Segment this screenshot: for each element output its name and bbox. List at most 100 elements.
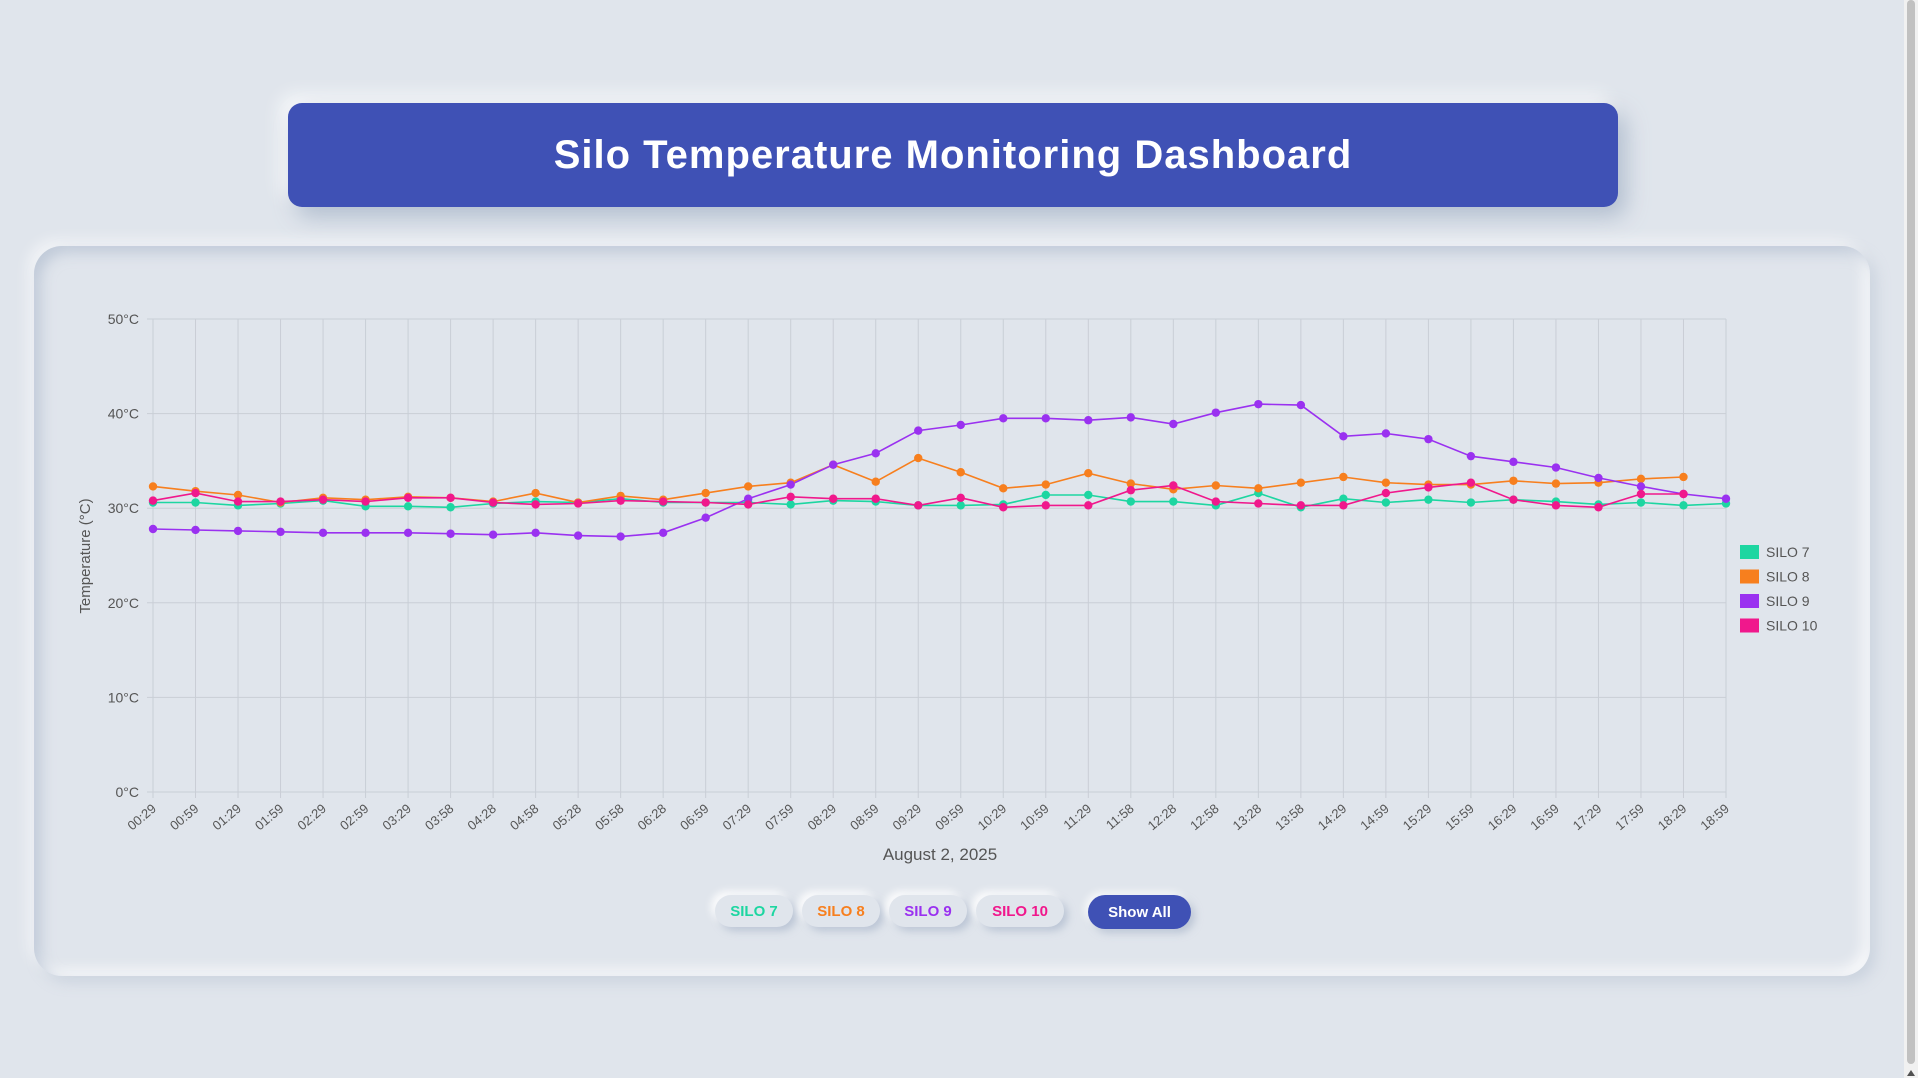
x-tick-label: 17:29 xyxy=(1570,801,1605,833)
x-tick-label: 05:28 xyxy=(549,801,584,833)
silo-8-point xyxy=(1254,484,1263,493)
silo-9-point xyxy=(999,414,1008,423)
silo-8-point xyxy=(1296,478,1306,487)
silo-10-point xyxy=(1381,488,1391,498)
silo-7-button[interactable]: SILO 7 xyxy=(715,895,793,927)
silo-8-point xyxy=(1126,479,1136,488)
legend-swatch xyxy=(1740,545,1759,559)
silo-7-point xyxy=(1339,494,1348,503)
dashboard-header: Silo Temperature Monitoring Dashboard xyxy=(288,103,1618,207)
silo-9-point xyxy=(871,449,880,458)
page-scrollbar[interactable] xyxy=(1904,0,1918,1078)
show-all-button[interactable]: Show All xyxy=(1088,895,1191,929)
silo-10-point xyxy=(1466,478,1476,487)
silo-8-point xyxy=(1551,479,1561,488)
silo-9-point xyxy=(1594,473,1603,483)
x-tick-label: 07:29 xyxy=(720,801,755,833)
x-tick-label: 02:59 xyxy=(337,801,372,833)
silo-9-point xyxy=(1296,400,1306,410)
x-tick-label: 09:29 xyxy=(890,801,925,833)
silo-10-point xyxy=(1679,489,1688,499)
x-tick-label: 01:29 xyxy=(209,801,244,833)
silo-10-point xyxy=(446,493,455,502)
silo-9-point xyxy=(573,531,583,540)
silo-9-point xyxy=(829,460,838,469)
silo-7-point xyxy=(1041,490,1050,500)
legend-swatch xyxy=(1740,594,1759,608)
silo-9-button[interactable]: SILO 9 xyxy=(889,895,967,927)
y-tick-label: 40°C xyxy=(108,406,139,422)
silo-9-point xyxy=(1339,432,1348,441)
x-tick-label: 03:58 xyxy=(422,801,457,833)
silo-10-point xyxy=(191,488,200,498)
silo-10-point xyxy=(658,497,668,506)
silo-10-point xyxy=(914,501,923,510)
silo-7-point xyxy=(1424,495,1433,504)
silo-10-point xyxy=(1254,499,1263,508)
silo-9-point xyxy=(914,426,923,435)
silo-8-button[interactable]: SILO 8 xyxy=(802,895,880,927)
silo-10-button[interactable]: SILO 10 xyxy=(976,895,1064,927)
silo-10-point xyxy=(1339,501,1348,510)
legend-label: SILO 10 xyxy=(1766,618,1818,634)
silo-7-point xyxy=(1169,497,1178,506)
x-tick-label: 12:28 xyxy=(1145,801,1180,833)
x-tick-label: 17:59 xyxy=(1612,801,1647,833)
silo-8-point xyxy=(531,488,540,498)
x-tick-label: 04:58 xyxy=(507,801,542,833)
silo-9-point xyxy=(1254,399,1263,409)
x-tick-label: 18:59 xyxy=(1697,801,1732,833)
silo-9-point xyxy=(1126,413,1136,422)
silo-10-point xyxy=(1551,501,1561,510)
y-tick-label: 20°C xyxy=(108,595,139,611)
series-lines xyxy=(152,403,1727,538)
silo-10-point xyxy=(956,493,965,502)
silo-8-point xyxy=(701,488,710,498)
page-title: Silo Temperature Monitoring Dashboard xyxy=(553,132,1353,177)
x-tick-label: 13:28 xyxy=(1230,801,1265,833)
silo-9-point xyxy=(956,420,965,430)
legend-label: SILO 9 xyxy=(1766,593,1810,609)
silo-10-point xyxy=(1169,481,1178,490)
silo-9-point xyxy=(276,527,285,537)
silo-9-point xyxy=(1466,451,1476,461)
silo-8-point xyxy=(1381,478,1391,487)
chart-legend: SILO 7 SILO 8 SILO 9 SILO 10 xyxy=(1740,544,1818,634)
x-tick-label: 18:29 xyxy=(1655,801,1690,833)
silo-8-point xyxy=(871,477,880,486)
silo-8-point xyxy=(999,484,1008,493)
x-tick-label: 01:59 xyxy=(252,801,287,833)
x-tick-label: 06:28 xyxy=(635,801,670,833)
silo-10-point xyxy=(1296,501,1306,510)
silo-9-point xyxy=(1381,429,1391,438)
silo-9-point xyxy=(1509,457,1518,467)
silo-8-point xyxy=(1509,476,1518,485)
x-tick-label: 08:29 xyxy=(805,801,840,833)
silo-9-point xyxy=(786,480,795,489)
silo-7-point xyxy=(956,501,965,510)
silo-7-point xyxy=(786,500,795,509)
silo-9-line xyxy=(152,403,1727,538)
silo-10-point xyxy=(871,494,880,503)
silo-9-point xyxy=(1424,434,1433,444)
silo-9-point xyxy=(1721,494,1731,503)
y-tick-label: 50°C xyxy=(108,311,139,327)
silo-10-point xyxy=(999,503,1008,512)
y-tick-label: 0°C xyxy=(116,784,140,800)
silo-10-point xyxy=(1509,495,1518,504)
x-tick-label: 05:58 xyxy=(592,801,627,833)
silo-10-point xyxy=(786,492,795,502)
x-tick-label: 16:59 xyxy=(1527,801,1562,833)
silo-9-point xyxy=(361,528,370,537)
scrollbar-thumb[interactable] xyxy=(1907,0,1915,1064)
silo-10-point xyxy=(233,497,243,506)
legend-swatch xyxy=(1740,569,1759,584)
silo-10-point xyxy=(276,497,285,506)
silo-10-point xyxy=(531,500,540,509)
silo-10-point xyxy=(1424,483,1433,492)
x-tick-label: 15:59 xyxy=(1442,801,1477,833)
silo-9-point xyxy=(701,513,710,522)
y-axis-ticks: 0°C 10°C 20°C 30°C 40°C 50°C xyxy=(108,311,139,800)
scroll-down-arrow-icon[interactable] xyxy=(1907,1070,1915,1076)
